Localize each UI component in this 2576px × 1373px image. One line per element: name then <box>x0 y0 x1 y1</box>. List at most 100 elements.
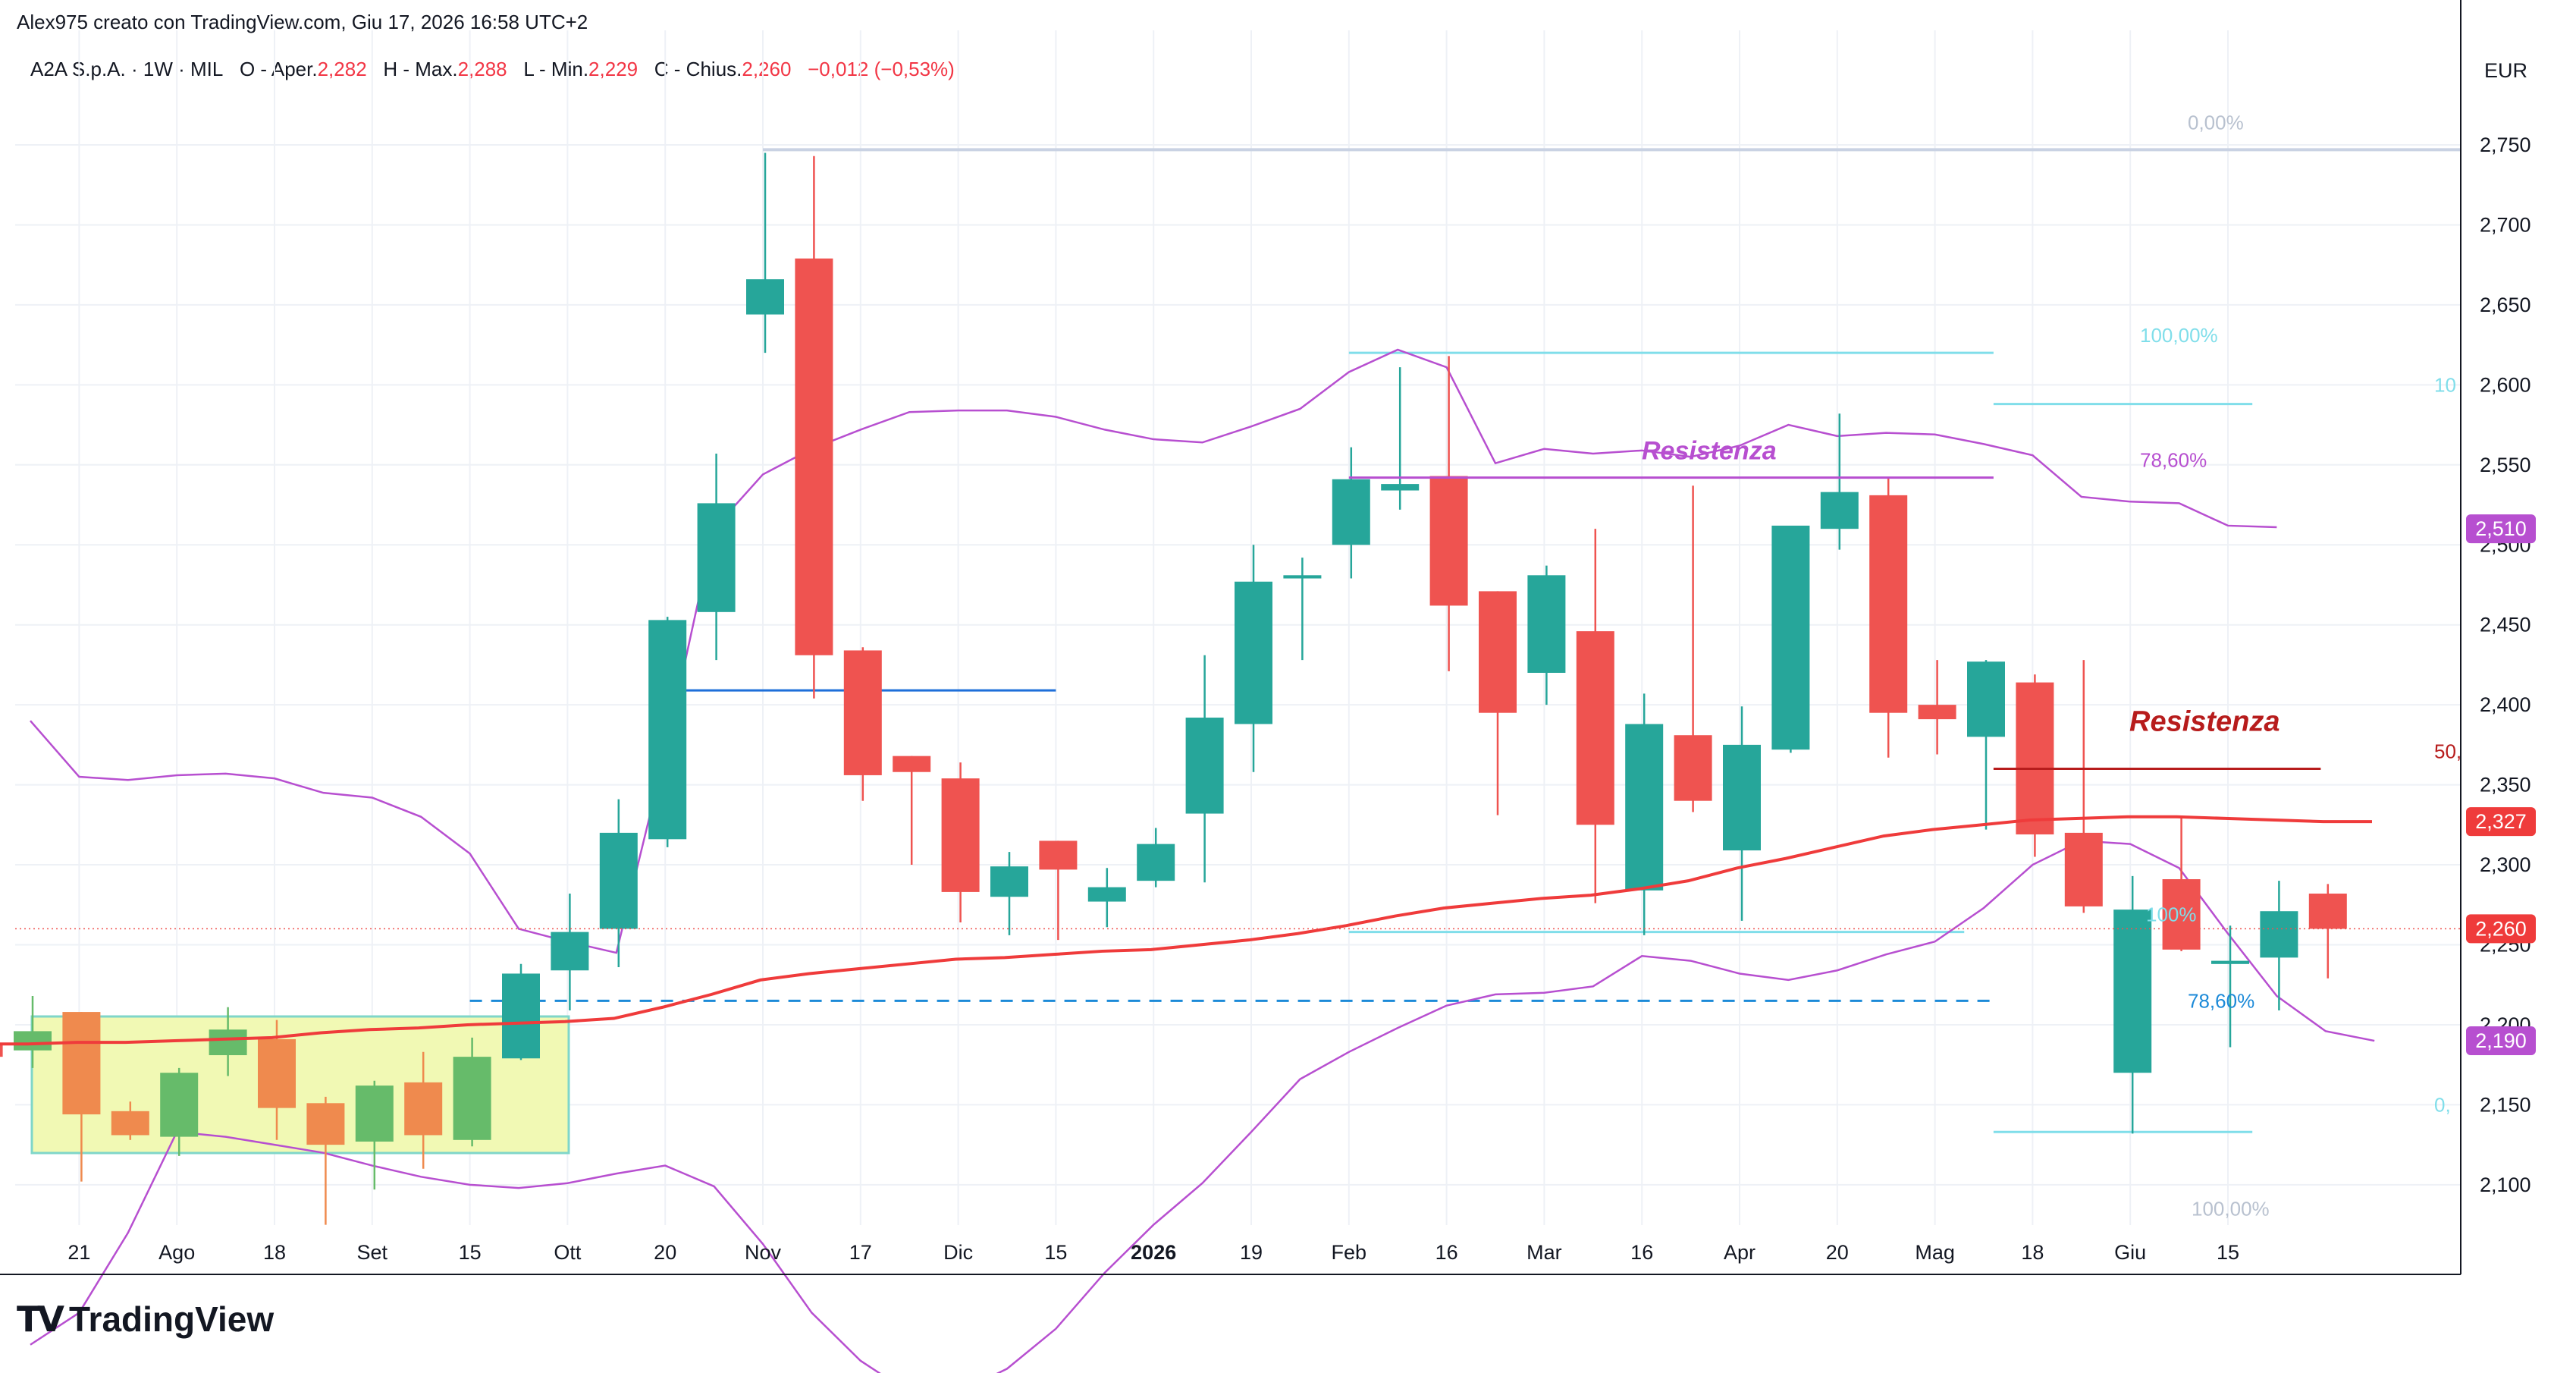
candle-up <box>1332 479 1370 545</box>
time-tick-label: Dic <box>943 1241 973 1264</box>
time-tick-label: Ago <box>158 1241 195 1264</box>
bollinger-upper-line <box>30 348 2277 954</box>
candle-up <box>1625 724 1664 891</box>
candle-up <box>1771 525 1810 750</box>
candle-up <box>355 1086 394 1142</box>
candle-down <box>1039 840 1078 870</box>
candle-up <box>648 620 687 840</box>
price-badge <box>2466 514 2536 544</box>
candle-up <box>1283 575 1322 579</box>
time-tick-label: 20 <box>1826 1241 1849 1264</box>
candle-down <box>1576 631 1614 825</box>
price-tick-label: 2,450 <box>2480 614 2531 636</box>
candle-down <box>2308 894 2347 929</box>
candle-down <box>258 1038 296 1108</box>
candle-up <box>1087 887 1126 902</box>
candle-up <box>2211 960 2249 964</box>
price-badge-label: 2,510 <box>2475 517 2527 540</box>
time-tick-label: Mag <box>1915 1241 1955 1264</box>
fib-label: 78,60% <box>2140 449 2207 472</box>
price-badge <box>2466 1026 2536 1056</box>
time-tick-label: 17 <box>849 1241 872 1264</box>
candle-down <box>111 1111 149 1136</box>
price-tick-label: 2,700 <box>2480 213 2531 236</box>
time-tick-label: 2026 <box>1131 1241 1176 1264</box>
price-tick-label: 2,600 <box>2480 373 2531 396</box>
resistance-label-purple: Resistenza <box>1642 437 1777 466</box>
price-tick-label: 2,400 <box>2480 693 2531 716</box>
candle-down <box>1674 735 1712 801</box>
time-tick-label: 16 <box>1630 1241 1653 1264</box>
open-label: O - Aper. <box>239 58 318 80</box>
price-axis[interactable]: 2,7502,7002,6502,6002,5502,5002,4502,400… <box>0 0 2531 1275</box>
price-tick-label: 2,150 <box>2480 1093 2531 1116</box>
candle-down <box>1918 705 1956 720</box>
tradingview-wordmark: TradingView <box>68 1299 275 1339</box>
candle-down <box>2064 832 2103 906</box>
candle-down <box>843 650 882 775</box>
high-label: H - Max. <box>383 58 458 80</box>
tradingview-logo[interactable]: TV TradingView <box>17 1299 274 1340</box>
moving-average-line <box>0 815 2372 1046</box>
chart-credit: Alex975 creato con TradingView.com, Giu … <box>17 11 588 33</box>
time-tick-label: 16 <box>1435 1241 1458 1264</box>
time-axis[interactable]: 21 Ago 18 Set 15 Ott 20 Nov 17 Dic 15 2026 19 Feb 16 Ma… <box>67 1241 2239 1264</box>
resistance-label-red: Resistenza <box>2129 706 2280 738</box>
fib-label: 100% <box>2146 903 2197 926</box>
time-tick-label: Giu <box>2114 1241 2146 1264</box>
candle-up <box>1967 661 2005 737</box>
candle-up <box>1137 844 1175 881</box>
price-badge <box>2466 914 2536 944</box>
time-tick-label: 20 <box>654 1241 676 1264</box>
change-value: −0,012 (−0,53%) <box>808 58 955 80</box>
close-value: 2,260 <box>742 58 792 80</box>
candle-down <box>2162 879 2201 950</box>
fib-label: 50, <box>2434 740 2461 763</box>
price-tick-label: 2,650 <box>2480 294 2531 316</box>
time-tick-label: 15 <box>1044 1241 1067 1264</box>
price-tick-label: 2,300 <box>2480 853 2531 876</box>
candle-up <box>209 1029 247 1056</box>
candle-up <box>2113 910 2152 1073</box>
bollinger-lower-line <box>30 840 2375 1373</box>
currency-label[interactable]: EUR <box>2484 59 2528 82</box>
candle-up <box>746 279 784 315</box>
moving-average <box>0 815 2372 1046</box>
time-tick-label: 18 <box>263 1241 286 1264</box>
candle-up <box>502 973 540 1059</box>
time-tick-label: Mar <box>1526 1241 1562 1264</box>
candle-down <box>795 258 833 655</box>
candle-up <box>1723 744 1761 851</box>
candle-down <box>1479 591 1517 713</box>
candle-down <box>1429 476 1468 606</box>
price-tick-label: 2,750 <box>2480 134 2531 156</box>
time-tick-label: 15 <box>459 1241 482 1264</box>
low-label: L - Min. <box>523 58 589 80</box>
open-value: 2,282 <box>317 58 367 80</box>
fib-label: 0, <box>2434 1093 2451 1116</box>
candle-up <box>1235 581 1272 724</box>
candle-up <box>1527 575 1566 673</box>
candle-up <box>697 503 736 612</box>
candle-down <box>404 1082 443 1136</box>
time-tick-label: Apr <box>1724 1241 1756 1264</box>
price-badge-label: 2,327 <box>2475 810 2527 833</box>
time-tick-label: Ott <box>554 1241 582 1264</box>
time-tick-label: 15 <box>2217 1241 2239 1264</box>
symbol-label[interactable]: A2A S.p.A. · 1W · MIL <box>30 58 224 80</box>
candle-up <box>1820 492 1859 529</box>
price-badge-label: 2,260 <box>2475 917 2527 940</box>
time-tick-label: Nov <box>745 1241 782 1264</box>
high-value: 2,288 <box>457 58 507 80</box>
drawing-overlays: Resistenza Resistenza 0,00% 100,00% 10 78,60%… <box>1348 112 2461 1220</box>
candle-up <box>453 1057 491 1140</box>
ohlc-legend: A2A S.p.A. · 1W · MIL O - Aper.2,282 H -… <box>30 58 955 81</box>
time-tick-label: Feb <box>1332 1241 1367 1264</box>
time-tick-label: 18 <box>2021 1241 2044 1264</box>
fib-label: 100,00% <box>2140 324 2218 347</box>
bollinger-bands <box>30 348 2375 1373</box>
candle-down <box>1869 495 1908 713</box>
candle-up <box>990 866 1028 897</box>
candle-up <box>14 1031 52 1051</box>
